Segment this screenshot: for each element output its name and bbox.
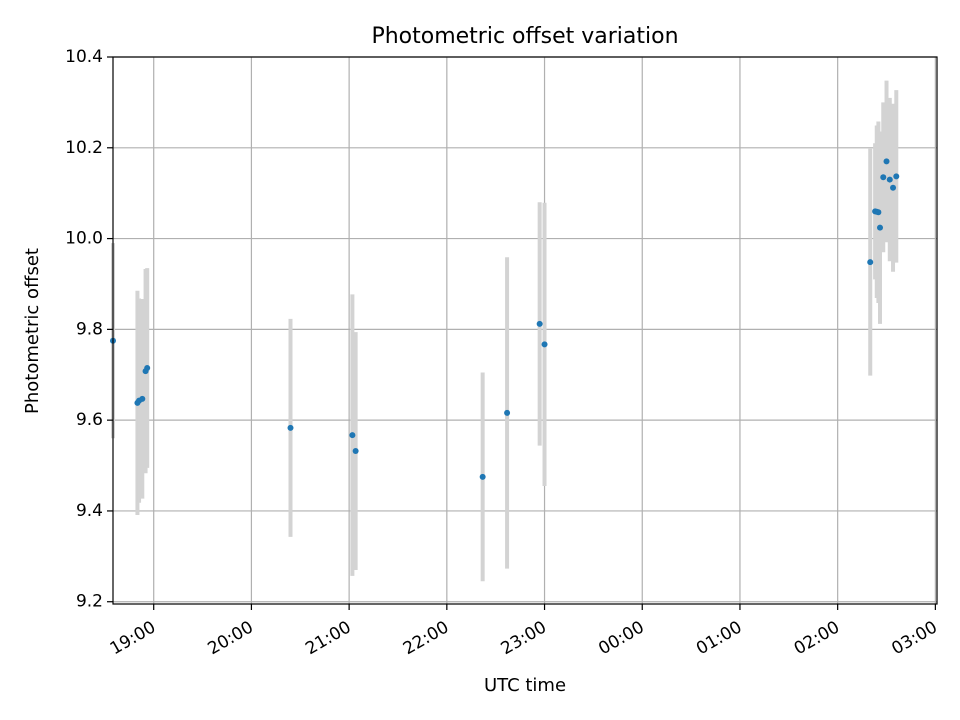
data-point bbox=[541, 341, 548, 348]
data-point bbox=[352, 448, 359, 455]
data-point bbox=[880, 174, 887, 181]
y-axis-label: Photometric offset bbox=[22, 248, 43, 414]
y-axis-ticks: 9.2 9.4 9.6 9.8 10.0 10.2 10.4 bbox=[65, 47, 113, 612]
data-point bbox=[875, 209, 882, 216]
data-point bbox=[536, 320, 543, 327]
data-point bbox=[877, 224, 884, 231]
chart-title: Photometric offset variation bbox=[371, 24, 678, 49]
y-tick-label: 10.2 bbox=[65, 138, 103, 158]
data-point bbox=[883, 158, 890, 165]
y-tick-label: 9.8 bbox=[76, 319, 103, 339]
data-point bbox=[287, 424, 294, 431]
data-point bbox=[893, 173, 900, 180]
data-point bbox=[886, 176, 893, 183]
plot-frame bbox=[112, 56, 938, 605]
y-tick-label: 9.4 bbox=[76, 501, 103, 521]
data-point bbox=[479, 473, 486, 480]
grid bbox=[113, 56, 937, 604]
data-point bbox=[890, 184, 897, 191]
y-tick-label: 9.2 bbox=[76, 592, 103, 612]
data-points bbox=[110, 158, 900, 480]
y-tick-label: 10.0 bbox=[65, 229, 103, 249]
data-point bbox=[139, 395, 146, 402]
data-point bbox=[144, 364, 151, 371]
data-point bbox=[504, 409, 511, 416]
data-point bbox=[867, 259, 874, 266]
x-axis-label: UTC time bbox=[484, 675, 566, 696]
y-tick-label: 10.4 bbox=[65, 47, 103, 67]
y-tick-label: 9.6 bbox=[76, 410, 103, 430]
data-point bbox=[349, 432, 356, 439]
